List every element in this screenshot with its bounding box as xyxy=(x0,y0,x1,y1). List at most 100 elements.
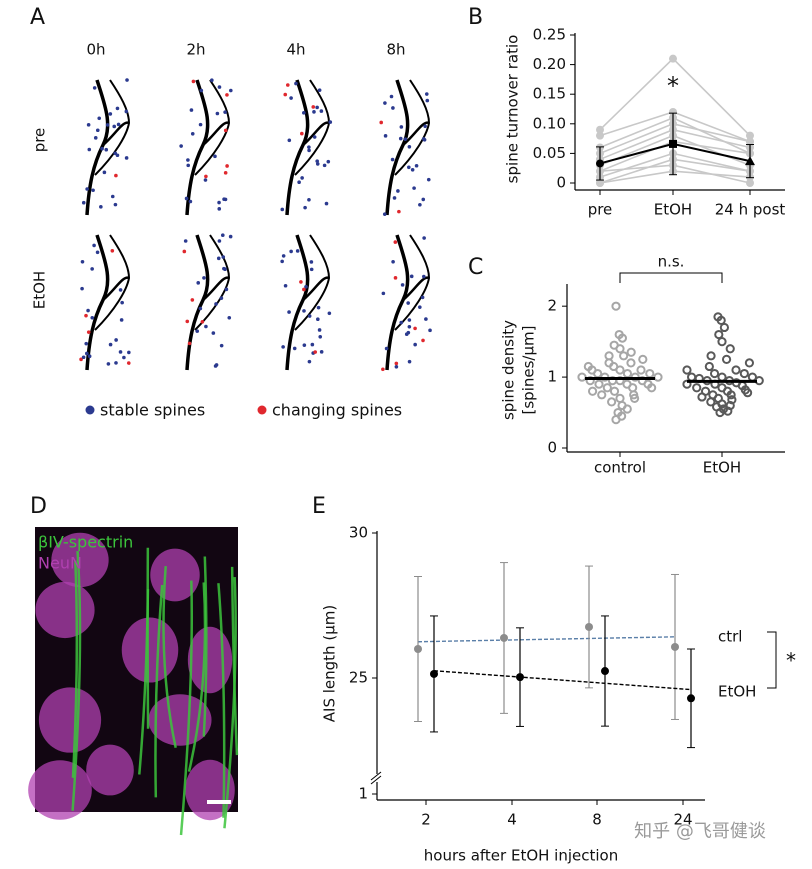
point xyxy=(697,392,707,402)
spine-dot xyxy=(106,362,111,366)
spine-dot xyxy=(393,240,398,244)
spine-dot xyxy=(281,345,285,349)
point xyxy=(626,347,636,357)
point xyxy=(594,379,604,389)
spine-dot xyxy=(219,343,224,348)
spine-dot xyxy=(392,196,397,200)
spine-dot xyxy=(188,199,193,204)
spine-dot xyxy=(280,259,284,264)
stain-label: βIV-spectrin xyxy=(38,533,133,552)
spine-dot xyxy=(87,354,92,359)
spine-dot xyxy=(420,295,425,300)
spine-dot xyxy=(199,88,204,93)
panel-letter: D xyxy=(30,494,47,519)
spine-dot xyxy=(217,239,222,243)
spine-dot xyxy=(426,177,431,182)
point xyxy=(687,694,695,703)
spine-dot xyxy=(87,147,92,152)
y-tick-label: 0 xyxy=(547,439,557,457)
spine-dot xyxy=(315,105,319,110)
dendrite xyxy=(85,234,110,371)
spine-dot xyxy=(223,267,227,271)
axon-segment xyxy=(71,550,82,811)
spine-dot xyxy=(309,267,314,272)
spine-dot xyxy=(307,148,311,153)
spine-dot xyxy=(283,283,288,288)
spine-dot xyxy=(384,346,389,351)
y-axis-label: spine turnover ratio xyxy=(504,35,522,184)
dendrite xyxy=(302,276,330,301)
point xyxy=(609,386,620,396)
point xyxy=(629,393,640,403)
dendrite xyxy=(185,234,210,371)
axon-segment xyxy=(179,580,194,836)
dendrite xyxy=(185,79,210,216)
spine-dot xyxy=(289,249,293,254)
spine-dot xyxy=(383,134,388,138)
spine-dot xyxy=(394,365,399,369)
spine-dot xyxy=(312,135,317,139)
spine-dot xyxy=(191,79,196,84)
spine-dot xyxy=(316,305,321,310)
point xyxy=(617,333,628,343)
x-tick-label: 8 xyxy=(592,811,602,829)
dendrite xyxy=(102,276,130,301)
point xyxy=(622,404,632,414)
spine-dot xyxy=(225,164,229,168)
dendrite xyxy=(394,79,431,176)
y-tick-label: 0.15 xyxy=(533,85,566,103)
spine-dot xyxy=(379,120,384,125)
dendrite xyxy=(94,79,131,176)
spine-dot xyxy=(125,78,129,82)
x-tick-label: 24 xyxy=(673,811,692,829)
panel-letter: A xyxy=(30,5,45,30)
spine-dot xyxy=(116,122,121,127)
legend-label: changing spines xyxy=(272,401,402,420)
spine-dot xyxy=(393,276,398,280)
point xyxy=(744,358,755,368)
spine-dot xyxy=(397,209,401,214)
y-axis-label: [spines/μm] xyxy=(520,326,538,415)
row-label: EtOH xyxy=(31,271,49,309)
point xyxy=(731,365,741,375)
spine-dot xyxy=(185,319,190,324)
spine-dot xyxy=(86,308,90,313)
spine-dot xyxy=(309,260,314,264)
spine-dot xyxy=(307,314,312,318)
point xyxy=(746,131,754,140)
point xyxy=(577,372,587,382)
point xyxy=(687,372,697,382)
spine-dot xyxy=(97,116,102,121)
time-label: 2h xyxy=(186,41,205,59)
spine-dot xyxy=(223,171,228,175)
spine-dot xyxy=(210,78,214,83)
axis-break xyxy=(370,771,382,781)
spine-dot xyxy=(404,332,409,336)
cell-body xyxy=(86,744,134,796)
spine-dot xyxy=(92,86,97,90)
spine-dot xyxy=(328,120,333,124)
y-axis-label: spine density xyxy=(500,320,518,420)
spine-dot xyxy=(324,201,329,206)
spine-dot xyxy=(223,110,227,114)
spine-dot xyxy=(216,256,221,261)
spine-dot xyxy=(221,255,226,259)
spine-dot xyxy=(200,319,205,324)
axon-segment xyxy=(154,584,164,798)
point xyxy=(596,159,604,168)
point xyxy=(619,351,629,361)
spine-dot xyxy=(204,174,208,179)
spine-dot xyxy=(300,131,304,136)
spine-dot xyxy=(124,109,129,114)
spine-dot xyxy=(391,259,395,264)
fit-line xyxy=(433,670,692,691)
dendrite xyxy=(202,121,230,146)
spine-dot xyxy=(224,287,229,292)
axon-segment xyxy=(71,560,79,778)
point xyxy=(706,351,716,361)
cell-body xyxy=(185,759,235,821)
point xyxy=(725,344,735,354)
point xyxy=(746,179,754,187)
bracket xyxy=(619,272,723,283)
dendrite xyxy=(102,121,130,146)
